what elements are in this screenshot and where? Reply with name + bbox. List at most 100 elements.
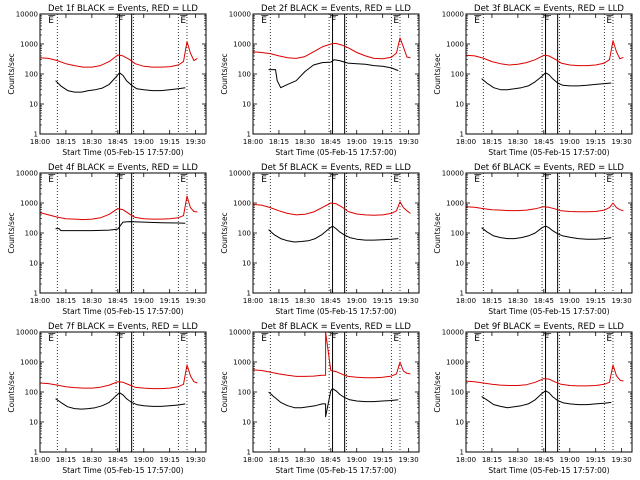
y-tick-label: 10	[242, 101, 251, 109]
x-tick-label: 18:30	[508, 456, 528, 464]
events-series-line	[481, 72, 612, 91]
y-tick-label: 1	[460, 131, 464, 139]
events-series-line	[481, 225, 612, 240]
y-tick-label: 10000	[229, 329, 251, 337]
x-tick-label: 19:30	[399, 297, 419, 305]
panel-det-4: Det 4f BLACK = Events, RED = LLD Counts/s…	[7, 163, 207, 316]
y-tick-label: 1	[34, 131, 38, 139]
x-tick-label: 19:30	[399, 456, 419, 464]
marker-label: E	[606, 175, 612, 185]
panel-det-6: Det 6f BLACK = Events, RED = LLD Counts/s…	[433, 163, 633, 316]
y-tick-label: 100	[25, 389, 38, 397]
x-tick-label: 18:15	[269, 456, 289, 464]
lld-series-line	[39, 364, 198, 390]
x-tick-label: 19:30	[612, 297, 632, 305]
y-tick-label: 10	[242, 419, 251, 427]
x-tick-label: 18:30	[508, 138, 528, 146]
x-axis-label: Start Time (05-Feb-15 17:57:00)	[488, 148, 609, 157]
panel-title: Det 6f BLACK = Events, RED = LLD	[474, 163, 624, 173]
marker-label: E	[261, 16, 267, 26]
x-tick-label: 18:45	[534, 456, 554, 464]
events-series-line	[268, 225, 399, 243]
panel-title: Det 8f BLACK = Events, RED = LLD	[261, 322, 411, 332]
x-tick-label: 19:30	[612, 456, 632, 464]
events-series-line	[55, 221, 186, 232]
lld-series-line	[252, 201, 411, 216]
x-tick-label: 18:45	[534, 138, 554, 146]
y-tick-label: 100	[238, 230, 251, 238]
events-series-line	[55, 392, 186, 410]
marker-label: E	[474, 334, 480, 344]
lld-series-line	[252, 37, 411, 60]
marker-label: F	[331, 334, 336, 344]
panel-title: Det 2f BLACK = Events, RED = LLD	[261, 4, 411, 14]
lld-series-line	[39, 41, 198, 68]
y-tick-label: 10000	[16, 329, 38, 337]
y-tick-label: 1000	[233, 41, 251, 49]
panel-title: Det 1f BLACK = Events, RED = LLD	[48, 4, 198, 14]
x-tick-label: 19:00	[347, 297, 367, 305]
x-tick-label: 18:30	[82, 138, 102, 146]
panel-det-1: Det 1f BLACK = Events, RED = LLD Counts/s…	[7, 4, 207, 157]
panel-det-2: Det 2f BLACK = Events, RED = LLD Counts/s…	[220, 4, 420, 157]
x-tick-label: 18:45	[534, 297, 554, 305]
y-tick-label: 10000	[16, 11, 38, 19]
panel-det-9: Det 9f BLACK = Events, RED = LLD Counts/s…	[433, 322, 633, 475]
y-tick-label: 100	[238, 389, 251, 397]
marker-label: F	[118, 16, 123, 26]
events-series-line	[55, 72, 186, 93]
x-axis-label: Start Time (05-Feb-15 17:57:00)	[62, 466, 183, 475]
events-series-line	[481, 390, 612, 409]
x-tick-label: 18:15	[269, 138, 289, 146]
y-tick-label: 10000	[442, 329, 464, 337]
x-tick-label: 19:30	[186, 138, 206, 146]
x-tick-label: 19:00	[347, 138, 367, 146]
x-tick-label: 19:15	[160, 456, 180, 464]
plot-frame	[465, 172, 633, 294]
x-axis-label: Start Time (05-Feb-15 17:57:00)	[275, 148, 396, 157]
y-tick-label: 100	[25, 71, 38, 79]
lld-series-line	[252, 331, 411, 379]
marker-label: E	[474, 16, 480, 26]
marker-label: E	[474, 175, 480, 185]
y-tick-label: 10000	[229, 170, 251, 178]
x-tick-label: 19:15	[586, 456, 606, 464]
marker-label: E	[48, 16, 54, 26]
x-tick-label: 18:00	[30, 456, 50, 464]
plot-frame	[39, 13, 207, 135]
y-tick-label: 10000	[442, 11, 464, 19]
y-tick-label: 1	[247, 449, 251, 457]
x-tick-label: 18:00	[456, 297, 476, 305]
marker-label: E	[48, 334, 54, 344]
marker-label: F	[544, 334, 549, 344]
x-axis-label: Start Time (05-Feb-15 17:57:00)	[275, 466, 396, 475]
x-tick-label: 19:30	[612, 138, 632, 146]
x-tick-label: 18:00	[30, 138, 50, 146]
y-tick-label: 1000	[446, 200, 464, 208]
plot-frame	[465, 331, 633, 453]
x-tick-label: 18:30	[82, 297, 102, 305]
x-tick-label: 19:15	[586, 138, 606, 146]
x-tick-label: 18:00	[456, 456, 476, 464]
marker-label: E	[180, 16, 186, 26]
x-tick-label: 19:00	[134, 297, 154, 305]
plot-frame	[39, 172, 207, 294]
events-series-line	[268, 388, 399, 418]
x-tick-label: 18:45	[108, 456, 128, 464]
panel-title: Det 7f BLACK = Events, RED = LLD	[48, 322, 198, 332]
marker-label: F	[331, 175, 336, 185]
marker-label: E	[261, 334, 267, 344]
y-tick-label: 1	[34, 290, 38, 298]
marker-label: F	[544, 16, 549, 26]
marker-label: E	[393, 175, 399, 185]
y-axis-label: Counts/sec	[433, 53, 442, 94]
panel-det-7: Det 7f BLACK = Events, RED = LLD Counts/s…	[7, 322, 207, 475]
x-tick-label: 18:30	[295, 456, 315, 464]
plot-frame	[465, 13, 633, 135]
x-tick-label: 18:15	[56, 297, 76, 305]
y-axis-label: Counts/sec	[7, 212, 16, 253]
y-tick-label: 1000	[446, 359, 464, 367]
lld-series-line	[465, 202, 624, 213]
y-tick-label: 100	[25, 230, 38, 238]
